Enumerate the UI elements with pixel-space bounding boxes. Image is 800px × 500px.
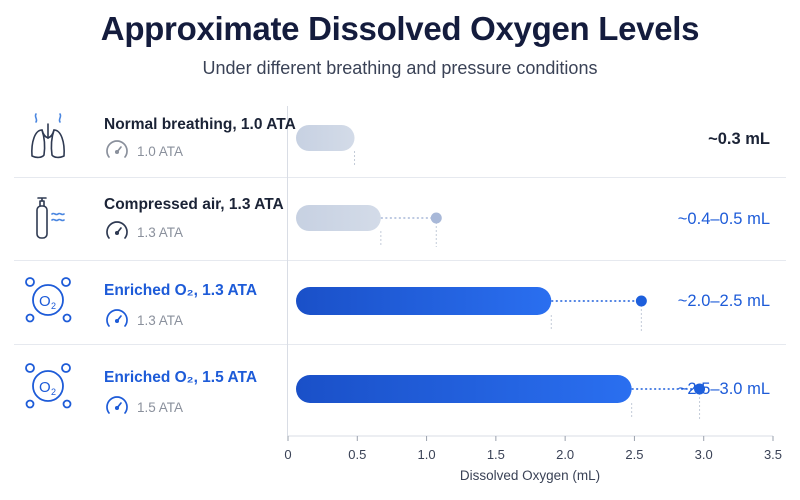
x-tick-label: 0.5 (348, 447, 366, 462)
x-tick-label: 2.5 (625, 447, 643, 462)
row-value: ~0.3 mL (708, 130, 770, 148)
row-divider (14, 177, 786, 178)
bar (296, 205, 381, 231)
svg-text:O: O (39, 379, 51, 396)
row-label: Normal breathing, 1.0 ATA (104, 116, 296, 133)
row-divider (14, 260, 786, 261)
row-pressure: 1.3 ATA (137, 225, 184, 240)
x-axis-label: Dissolved Oxygen (mL) (459, 468, 601, 483)
row-pressure: 1.5 ATA (137, 400, 184, 415)
y-axis-line (287, 106, 288, 436)
row-pressure: 1.0 ATA (137, 144, 184, 159)
bar (296, 287, 552, 315)
gauge-icon (104, 394, 130, 420)
bar (296, 125, 355, 151)
row-value: ~2.0–2.5 mL (677, 292, 770, 310)
chart-subtitle: Under different breathing and pressure c… (202, 58, 598, 78)
x-tick-label: 1.5 (487, 447, 505, 462)
svg-text:2: 2 (51, 387, 56, 397)
range-end-dot (635, 295, 647, 307)
gauge-icon (104, 138, 130, 164)
x-tick-label: 0 (284, 447, 291, 462)
oxygen-molecule-icon: O 2 (20, 358, 76, 414)
x-tick-label: 2.0 (556, 447, 574, 462)
row-value: ~0.4–0.5 mL (677, 210, 770, 228)
range-end-dot (430, 212, 442, 224)
row-label: Enriched O₂, 1.3 ATA (104, 282, 258, 299)
row-divider (14, 344, 786, 345)
svg-text:O: O (39, 293, 51, 310)
chart-title: Approximate Dissolved Oxygen Levels (100, 10, 700, 47)
x-tick-label: 3.5 (764, 447, 782, 462)
gauge-icon (104, 307, 130, 333)
row-label: Enriched O₂, 1.5 ATA (104, 369, 258, 386)
row-label: Compressed air, 1.3 ATA (104, 196, 284, 213)
x-tick-label: 1.0 (418, 447, 436, 462)
air-tank-icon (20, 190, 76, 246)
lungs-icon (20, 110, 76, 166)
range-end-dot (694, 383, 706, 395)
bar (296, 375, 632, 403)
svg-text:2: 2 (51, 301, 56, 311)
x-tick-label: 3.0 (695, 447, 713, 462)
gauge-icon (104, 219, 130, 245)
row-pressure: 1.3 ATA (137, 313, 184, 328)
oxygen-molecule-icon: O 2 (20, 272, 76, 328)
